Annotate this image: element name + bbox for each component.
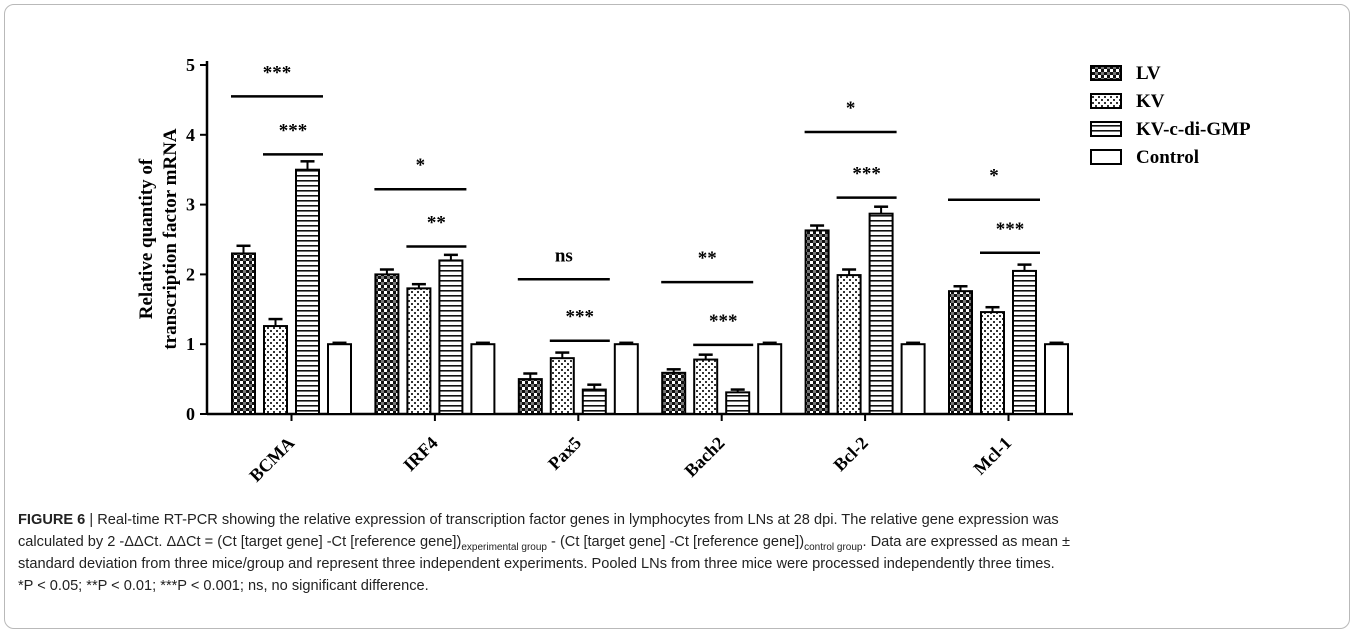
bar — [804, 229, 830, 415]
bar — [470, 343, 496, 416]
significance-label: *** — [709, 311, 738, 332]
y-axis-title-line: transcription factor mRNA — [160, 128, 181, 350]
y-tick-label: 5 — [186, 55, 195, 75]
bar-chart: Relative quantity of transcription factor… — [136, 55, 1251, 486]
x-tick-label: BCMA — [245, 433, 298, 486]
significance-label: *** — [263, 62, 292, 83]
legend-swatch — [1090, 121, 1122, 137]
legend-swatch — [1090, 93, 1122, 109]
significance-label: * — [846, 98, 856, 119]
y-tick-label: 0 — [186, 404, 195, 424]
legend-swatch — [1090, 65, 1122, 81]
bar — [327, 343, 352, 416]
legend: LV KV KV-c-di-GMP Control — [1090, 63, 1251, 168]
x-tick-label: Mcl-1 — [969, 433, 1015, 479]
bar — [661, 371, 687, 415]
significance-label: *** — [279, 120, 308, 141]
significance-label: *** — [566, 307, 595, 328]
bar — [374, 273, 400, 415]
significance-label: *** — [996, 219, 1025, 240]
caption-line-3: standard deviation from three mice/group… — [18, 556, 1055, 572]
legend-swatch — [1090, 149, 1122, 165]
bar — [613, 343, 639, 416]
figure-caption: FIGURE 6 | Real-time RT-PCR showing the … — [18, 509, 1340, 597]
y-tick-label: 3 — [186, 195, 195, 215]
bar — [295, 168, 320, 415]
figure-label: FIGURE 6 — [18, 512, 86, 528]
bar — [900, 343, 926, 416]
figure-frame — [4, 4, 1350, 629]
bar — [1044, 343, 1069, 416]
bar — [725, 391, 751, 415]
x-tick-label: IRF4 — [399, 433, 441, 475]
caption-text-2c: . Data are expressed as mean ± — [862, 534, 1071, 550]
bar — [1012, 269, 1037, 415]
caption-text-2b: - (Ct [target gene] -Ct [reference gene]… — [546, 534, 805, 550]
caption-subscript-experimental: experimental group — [461, 541, 547, 553]
bars — [231, 160, 1069, 416]
significance-label: ** — [698, 248, 717, 269]
bar — [438, 259, 464, 415]
caption-line-2: calculated by 2 -ΔΔCt. ΔΔCt = (Ct [targe… — [18, 531, 1340, 553]
bar — [836, 274, 862, 415]
caption-line-4: *P < 0.05; **P < 0.01; ***P < 0.001; ns,… — [18, 578, 429, 594]
legend-label: KV-c-di-GMP — [1136, 119, 1251, 140]
bar — [980, 311, 1005, 416]
bar — [406, 287, 432, 415]
legend-label: KV — [1136, 91, 1165, 112]
caption-text-2a: calculated by 2 -ΔΔCt. ΔΔCt = (Ct [targe… — [18, 534, 462, 550]
bar — [263, 325, 288, 415]
caption-subscript-control: control group — [804, 541, 863, 553]
x-tick-label: Pax5 — [544, 433, 585, 474]
bar — [757, 343, 783, 416]
significance-label: ns — [555, 245, 573, 266]
significance-label: *** — [852, 164, 881, 185]
bar — [948, 290, 973, 416]
bar — [231, 252, 256, 415]
caption-line-1: FIGURE 6 | Real-time RT-PCR showing the … — [18, 509, 1340, 531]
bar — [693, 358, 719, 415]
y-axis-title: Relative quantity of transcription factor… — [136, 128, 181, 350]
bar — [868, 212, 894, 415]
caption-text-1: Real-time RT-PCR showing the relative ex… — [97, 512, 1059, 528]
legend-label: LV — [1136, 63, 1161, 84]
y-axis-title-line: Relative quantity of — [136, 158, 157, 319]
legend-label: Control — [1136, 147, 1199, 168]
y-tick-label: 2 — [186, 264, 195, 284]
bar — [549, 357, 575, 416]
bar — [581, 388, 607, 416]
y-tick-label: 4 — [186, 125, 195, 145]
significance-label: * — [989, 166, 999, 187]
significance-label: ** — [427, 212, 446, 233]
significance-label: * — [416, 155, 426, 176]
x-tick-label: Bcl-2 — [830, 433, 872, 475]
bar — [517, 378, 543, 416]
y-tick-label: 1 — [186, 334, 195, 354]
x-tick-label: Bach2 — [680, 433, 728, 481]
significance-annotations: *********ns************ **** — [231, 62, 1040, 347]
caption-separator: | — [85, 512, 98, 528]
